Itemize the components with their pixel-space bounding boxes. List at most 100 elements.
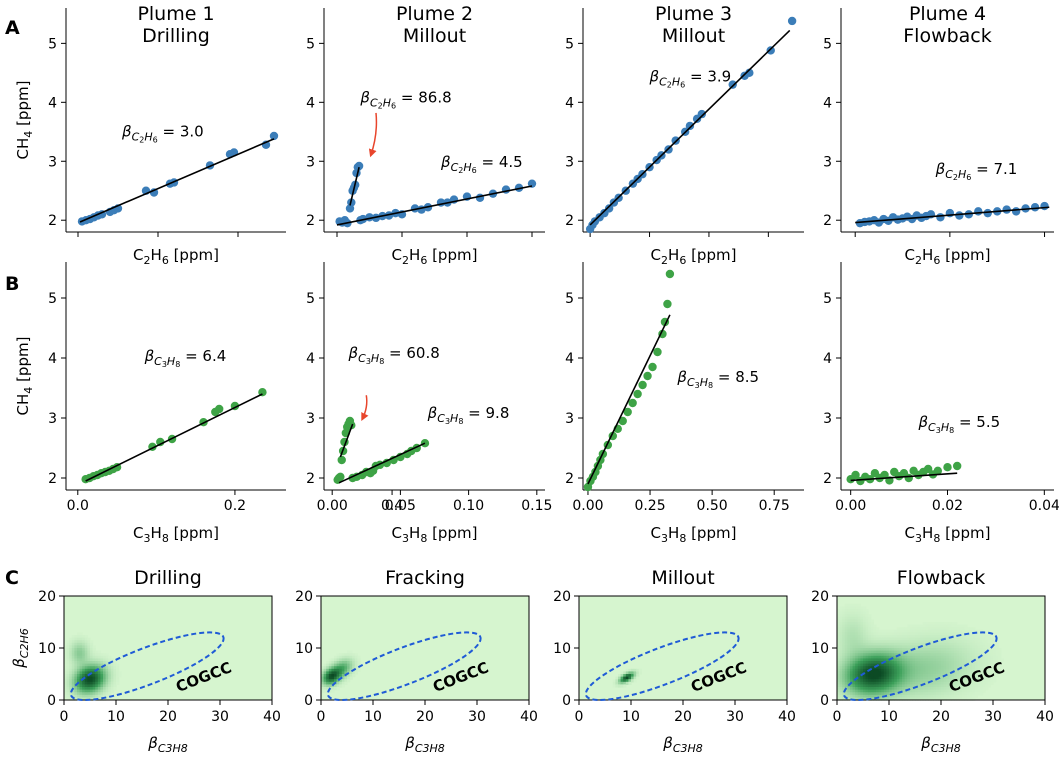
density-cell	[920, 689, 924, 693]
density-cell	[108, 689, 112, 693]
density-cell	[873, 653, 877, 657]
density-cell	[354, 653, 358, 657]
x-tick-label: 0.05	[385, 498, 416, 514]
density-cell	[84, 653, 88, 657]
density-cell	[863, 676, 867, 680]
density-cell	[74, 679, 78, 683]
density-cell	[915, 692, 919, 696]
density-cell	[82, 658, 86, 662]
density-cell	[326, 681, 330, 685]
density-cell	[323, 666, 327, 670]
density-cell	[935, 674, 939, 678]
density-cell	[956, 681, 960, 685]
density-cell	[920, 624, 924, 628]
density-cell	[925, 687, 929, 691]
density-cell	[852, 619, 856, 623]
density-cell	[883, 689, 887, 693]
density-cell	[948, 663, 952, 667]
density-cell	[959, 642, 963, 646]
density-cell	[331, 671, 335, 675]
density-cell	[894, 681, 898, 685]
y-tick-label: 5	[306, 36, 315, 52]
density-cell	[917, 671, 921, 675]
density-cell	[87, 689, 91, 693]
density-cell	[883, 671, 887, 675]
density-cell	[902, 697, 906, 701]
density-cell	[868, 640, 872, 644]
density-cell	[969, 635, 973, 639]
density-cell	[990, 642, 994, 646]
density-cell	[113, 681, 117, 685]
density-cell	[850, 666, 854, 670]
density-cell	[969, 648, 973, 652]
density-cell	[954, 627, 958, 631]
density-cell	[941, 689, 945, 693]
density-cell	[959, 637, 963, 641]
density-cell	[881, 648, 885, 652]
density-cell	[878, 658, 882, 662]
density-cell	[938, 653, 942, 657]
density-cell	[79, 663, 83, 667]
density-cell	[915, 648, 919, 652]
density-cell	[946, 687, 950, 691]
density-cell	[909, 671, 913, 675]
density-cell	[961, 697, 965, 701]
density-cell	[980, 655, 984, 659]
density-cell	[855, 671, 859, 675]
density-cell	[847, 640, 851, 644]
density-cell	[336, 653, 340, 657]
density-cell	[857, 692, 861, 696]
density-cell	[977, 687, 981, 691]
density-cell	[77, 679, 81, 683]
density-cell	[993, 671, 997, 675]
density-cell	[902, 679, 906, 683]
density-cell	[108, 658, 112, 662]
density-cell	[64, 679, 68, 683]
density-cell	[889, 694, 893, 698]
density-cell	[902, 663, 906, 667]
density-cell	[912, 640, 916, 644]
density-cell	[951, 629, 955, 633]
density-cell	[71, 684, 75, 688]
density-cell	[948, 694, 952, 698]
density-cell	[850, 635, 854, 639]
density-cell	[925, 622, 929, 626]
density-cell	[623, 679, 627, 683]
density-cell	[883, 645, 887, 649]
density-cell	[328, 681, 332, 685]
x-tick-label: 0.00	[572, 498, 603, 514]
density-cell	[894, 640, 898, 644]
density-cell	[933, 658, 937, 662]
density-cell	[938, 668, 942, 672]
density-cell	[839, 658, 843, 662]
density-cell	[964, 640, 968, 644]
density-cell	[852, 629, 856, 633]
density-cell	[339, 666, 343, 670]
density-cell	[915, 655, 919, 659]
density-cell	[64, 645, 68, 649]
density-cell	[967, 697, 971, 701]
density-cell	[844, 655, 848, 659]
density-cell	[100, 674, 104, 678]
density-cell	[66, 681, 70, 685]
density-cell	[930, 635, 934, 639]
density-cell	[612, 684, 616, 688]
density-cell	[870, 676, 874, 680]
density-cell	[993, 679, 997, 683]
density-cell	[922, 658, 926, 662]
density-cell	[74, 655, 78, 659]
density-cell	[95, 679, 99, 683]
density-cell	[928, 689, 932, 693]
density-cell	[870, 650, 874, 654]
density-cell	[993, 648, 997, 652]
density-cell	[103, 694, 107, 698]
density-cell	[84, 666, 88, 670]
density-cell	[935, 650, 939, 654]
density-cell	[904, 637, 908, 641]
density-cell	[886, 689, 890, 693]
x-tick-label: 0.0	[67, 498, 89, 514]
density-cell	[95, 676, 99, 680]
density-cell	[863, 637, 867, 641]
density-cell	[987, 666, 991, 670]
density-cell	[625, 679, 629, 683]
